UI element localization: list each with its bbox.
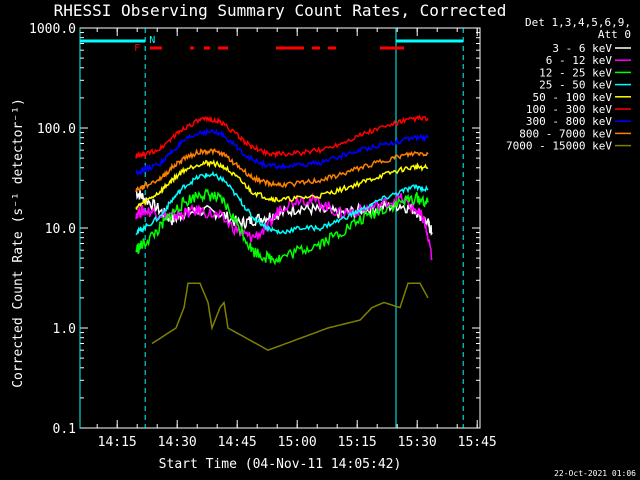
flag-marker-f: F bbox=[134, 43, 140, 54]
x-tick-label: 14:45 bbox=[218, 435, 257, 450]
legend-entry-label: 25 - 50 keV bbox=[539, 79, 612, 92]
legend-entry-label: 6 - 12 keV bbox=[546, 54, 613, 67]
y-axis-label: Corrected Count Rate (s⁻¹ detector⁻¹) bbox=[11, 98, 26, 388]
x-tick-label: 14:30 bbox=[158, 435, 197, 450]
series-line bbox=[135, 188, 429, 266]
y-tick-label: 100.0 bbox=[37, 122, 76, 137]
series-line bbox=[135, 191, 433, 261]
chart-title: RHESSI Observing Summary Count Rates, Co… bbox=[54, 1, 507, 20]
legend-entry-label: 800 - 7000 keV bbox=[519, 127, 612, 140]
y-tick-label: 0.1 bbox=[53, 422, 76, 437]
legend-entry-label: 100 - 300 keV bbox=[526, 103, 612, 116]
x-tick-label: 15:45 bbox=[458, 435, 497, 450]
series-line bbox=[135, 148, 429, 193]
series-line bbox=[135, 127, 429, 176]
series-line bbox=[135, 159, 429, 210]
legend-header-line1: Det 1,3,4,5,6,9, bbox=[525, 16, 631, 29]
legend-header-line2: Att 0 bbox=[598, 28, 631, 41]
y-tick-label: 1000.0 bbox=[29, 22, 76, 37]
legend-entry-label: 50 - 100 keV bbox=[533, 91, 613, 104]
y-tick-label: 10.0 bbox=[45, 222, 76, 237]
flag-marker-n: N bbox=[149, 35, 155, 46]
y-tick-label: 1.0 bbox=[53, 322, 76, 337]
x-axis-label: Start Time (04-Nov-11 14:05:42) bbox=[159, 457, 402, 472]
series-line bbox=[135, 114, 429, 159]
x-tick-label: 15:30 bbox=[398, 435, 437, 450]
timestamp: 22-Oct-2021 01:06 bbox=[554, 469, 636, 478]
x-tick-label: 14:15 bbox=[98, 435, 137, 450]
x-tick-label: 15:00 bbox=[278, 435, 317, 450]
plot-area: 0.1 1.0 10.0 100.0 1000.0 14:15 14:30 14:45 15:0… bbox=[29, 22, 497, 450]
legend-entry-label: 3 - 6 keV bbox=[552, 42, 612, 55]
series-line bbox=[151, 282, 429, 352]
x-tick-label: 15:15 bbox=[338, 435, 377, 450]
legend-entry-label: 7000 - 15000 keV bbox=[506, 140, 612, 153]
legend-entry-label: 12 - 25 keV bbox=[539, 66, 612, 79]
series-line bbox=[135, 170, 429, 236]
legend-entry-label: 300 - 800 keV bbox=[526, 115, 612, 128]
